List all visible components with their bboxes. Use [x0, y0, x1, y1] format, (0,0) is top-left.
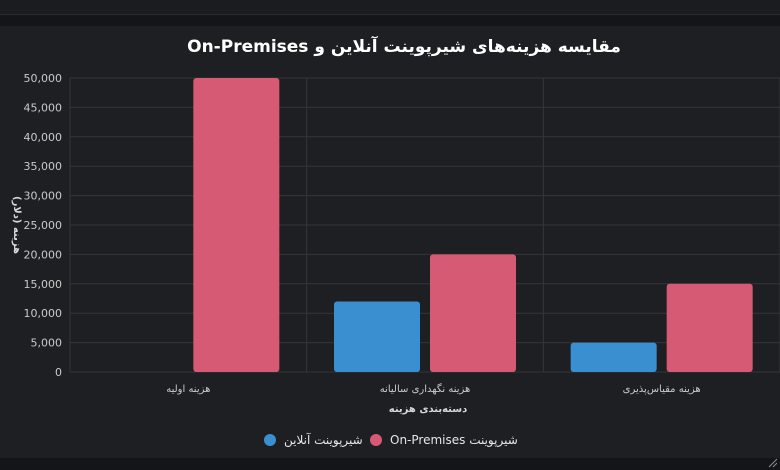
grid-lines — [69, 77, 780, 373]
bar-online[interactable] — [334, 301, 420, 372]
top-bar — [0, 0, 780, 15]
x-axis-title: دسته‌بندی هزینه — [389, 404, 467, 415]
x-tick-label: هزینه مقیاس‌پذیری — [623, 384, 701, 395]
legend-swatch[interactable] — [370, 434, 382, 446]
chart-title: On-Premises مقایسه هزینه‌های شیرپوینت آن… — [187, 35, 621, 57]
y-tick-label: 10,000 — [24, 307, 63, 320]
chart-panel — [0, 26, 780, 458]
legend-label[interactable]: On-Premises شیرپوینت — [390, 433, 518, 448]
y-tick-label: 30,000 — [24, 190, 63, 203]
y-tick-label: 35,000 — [24, 160, 63, 173]
y-tick-label: 40,000 — [24, 131, 63, 144]
x-tick-label: هزینه نگهداری سالیانه — [380, 383, 471, 395]
y-tick-label: 45,000 — [24, 101, 63, 114]
bottom-bar — [0, 458, 780, 470]
bar-online[interactable] — [570, 342, 657, 372]
x-axis-ticks: هزینه اولیه هزینه نگهداری سالیانه هزینه مق… — [166, 383, 700, 395]
legend-swatch[interactable] — [264, 434, 276, 446]
y-tick-label: 25,000 — [24, 219, 63, 232]
y-tick-label: 15,000 — [24, 278, 63, 291]
y-tick-label: 5,000 — [31, 337, 63, 350]
legend: شیرپوینت آنلاین On-Premises شیرپوینت — [264, 432, 518, 448]
bar-onpremises[interactable] — [430, 254, 516, 372]
bars — [193, 78, 753, 372]
resize-handle-icon[interactable] — [766, 456, 778, 468]
x-tick-label: هزینه اولیه — [166, 384, 210, 395]
bar-onpremises[interactable] — [666, 283, 753, 372]
bar-onpremises[interactable] — [193, 78, 280, 372]
y-tick-label: 0 — [55, 366, 62, 379]
y-tick-label: 20,000 — [24, 248, 63, 261]
y-tick-label: 50,000 — [24, 72, 63, 85]
y-axis-ticks: 0 5,000 10,000 15,000 20,000 25,000 30,000 35,0… — [24, 72, 63, 379]
legend-label[interactable]: شیرپوینت آنلاین — [284, 432, 363, 448]
y-axis-title: هزینه (دلار) — [11, 196, 22, 254]
